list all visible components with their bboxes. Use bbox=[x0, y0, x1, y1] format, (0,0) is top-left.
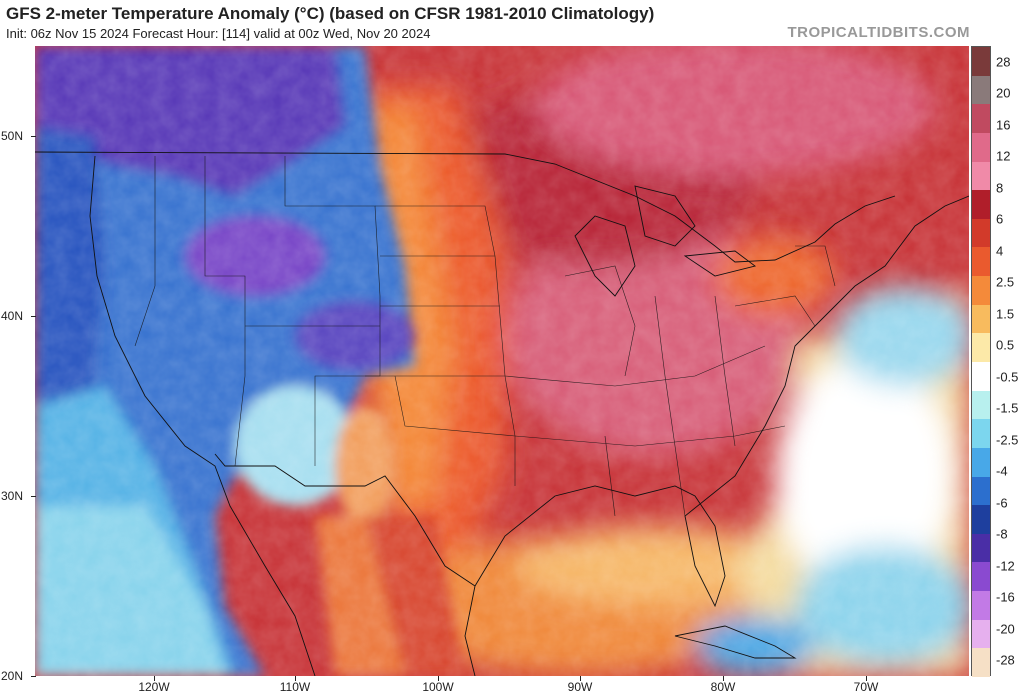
colorbar-swatch bbox=[972, 333, 990, 363]
state-line-2 bbox=[204, 156, 246, 467]
map-canvas bbox=[35, 46, 969, 676]
colorbar-label: 2.5 bbox=[996, 274, 1015, 290]
lon-label-90w: 90W bbox=[567, 680, 593, 694]
lon-tick-110w bbox=[295, 676, 296, 681]
lon-tick-100w bbox=[438, 676, 439, 681]
colorbar-swatch bbox=[972, 505, 990, 535]
state-lines bbox=[134, 156, 836, 517]
watermark: TROPICALTIDBITS.COM bbox=[787, 24, 970, 41]
colorbar-label: 6 bbox=[996, 211, 1004, 227]
colorbar-label: -6 bbox=[996, 495, 1008, 511]
east-coastline bbox=[474, 195, 969, 608]
noise-texture bbox=[35, 46, 969, 676]
colorbar-label: 16 bbox=[996, 117, 1011, 133]
state-line-1 bbox=[134, 156, 156, 347]
colorbar-label: 4 bbox=[996, 243, 1004, 259]
colorbar-swatch bbox=[972, 276, 990, 306]
lon-tick-90w bbox=[580, 676, 581, 681]
colorbar-label: 0.5 bbox=[996, 337, 1015, 353]
lon-label-100w: 100W bbox=[422, 680, 454, 694]
colorbar-swatch bbox=[972, 648, 990, 678]
colorbar-label: 8 bbox=[996, 180, 1004, 196]
lat-tick-30n bbox=[31, 496, 36, 497]
lat-label-50n: 50N bbox=[1, 129, 24, 143]
colorbar-label: 1.5 bbox=[996, 306, 1015, 322]
colorbar-swatch bbox=[972, 247, 990, 277]
pacific-coastline bbox=[89, 155, 316, 676]
colorbar-swatch bbox=[972, 619, 990, 649]
lat-tick-20n bbox=[31, 676, 36, 677]
state-line-17 bbox=[795, 245, 836, 287]
colorbar-label: -0.5 bbox=[996, 369, 1019, 385]
colorbar-swatch bbox=[972, 591, 990, 621]
colorbar-swatch bbox=[972, 476, 990, 506]
colorbar-label: -12 bbox=[996, 558, 1015, 574]
colorbar-swatch bbox=[972, 533, 990, 563]
lat-label-40n: 40N bbox=[1, 309, 24, 323]
state-line-10 bbox=[514, 425, 786, 447]
colorbar-label: -28 bbox=[996, 652, 1015, 668]
lat-tick-40n bbox=[31, 316, 36, 317]
colorbar-label: 28 bbox=[996, 54, 1011, 70]
lake-erie bbox=[683, 250, 757, 277]
colorbar bbox=[971, 46, 991, 678]
state-line-16 bbox=[734, 295, 816, 327]
lat-tick-50n bbox=[31, 136, 36, 137]
map-subtitle: Init: 06z Nov 15 2024 Forecast Hour: [11… bbox=[6, 26, 431, 41]
colorbar-label: -20 bbox=[996, 621, 1015, 637]
colorbar-label: -1.5 bbox=[996, 400, 1019, 416]
colorbar-swatch bbox=[972, 562, 990, 592]
borders bbox=[35, 151, 969, 676]
cuba-outline bbox=[674, 625, 797, 659]
lat-label-30n: 30N bbox=[1, 489, 24, 503]
state-line-15 bbox=[714, 295, 736, 447]
colorbar-swatch bbox=[972, 447, 990, 478]
mexico-border bbox=[214, 453, 476, 587]
map-title: GFS 2-meter Temperature Anomaly (°C) (ba… bbox=[6, 4, 655, 23]
lat-label-20n: 20N bbox=[1, 669, 24, 683]
state-line-9 bbox=[394, 375, 516, 437]
colorbar-swatch bbox=[972, 75, 990, 105]
lake-michigan bbox=[574, 215, 636, 297]
lon-label-80w: 80W bbox=[710, 680, 736, 694]
colorbar-swatch bbox=[972, 47, 990, 77]
lon-label-120w: 120W bbox=[138, 680, 170, 694]
state-line-3 bbox=[284, 156, 381, 466]
colorbar-label: -2.5 bbox=[996, 432, 1019, 448]
colorbar-swatch bbox=[972, 218, 990, 248]
state-line-13 bbox=[654, 295, 686, 517]
colorbar-swatch bbox=[972, 161, 990, 191]
lon-tick-120w bbox=[154, 676, 155, 681]
canada-border bbox=[35, 151, 896, 263]
colorbar-swatch bbox=[972, 390, 990, 420]
colorbar-swatch bbox=[972, 190, 990, 220]
colorbar-label: 12 bbox=[996, 148, 1011, 164]
lon-label-110w: 110W bbox=[279, 680, 311, 694]
colorbar-label: -16 bbox=[996, 589, 1015, 605]
state-line-14 bbox=[604, 435, 616, 517]
colorbar-swatch bbox=[972, 304, 990, 334]
lon-label-70w: 70W bbox=[853, 680, 879, 694]
lon-tick-80w bbox=[723, 676, 724, 681]
colorbar-swatch bbox=[972, 104, 990, 134]
colorbar-label: 20 bbox=[996, 85, 1011, 101]
colorbar-swatch bbox=[972, 362, 990, 392]
state-line-11 bbox=[504, 345, 766, 387]
mexico-east-coast bbox=[464, 585, 476, 676]
lon-tick-70w bbox=[866, 676, 867, 681]
colorbar-swatch bbox=[972, 132, 990, 163]
colorbar-label: -4 bbox=[996, 463, 1008, 479]
colorbar-swatch bbox=[972, 419, 990, 449]
anomaly-map bbox=[35, 46, 969, 676]
lake-superior-huron bbox=[634, 185, 696, 247]
colorbar-label: -8 bbox=[996, 526, 1008, 542]
state-line-12 bbox=[564, 265, 636, 377]
